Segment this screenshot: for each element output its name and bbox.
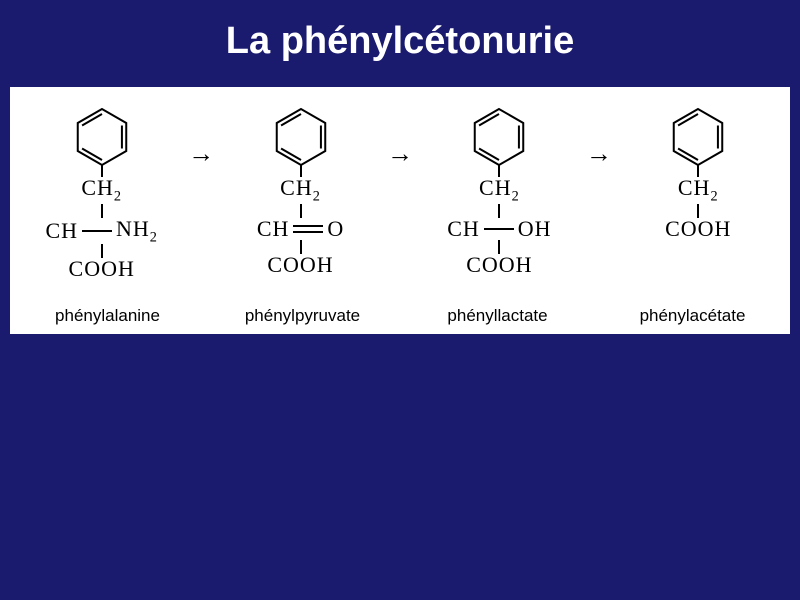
benzene-ring-icon (466, 105, 532, 177)
atom-left: COOH (267, 254, 333, 276)
molecule-phenylalanine: CH2CH NH2 COOH (27, 105, 177, 280)
atom-row: CH2 (479, 177, 520, 204)
molecule-label-phenyllactate: phényllactate (408, 302, 588, 334)
reaction-arrow-icon: → (584, 105, 614, 169)
atom-row: CH NH2 (45, 218, 158, 245)
molecule-label-phenylacetate: phénylacétate (603, 302, 783, 334)
reaction-arrow-icon: → (186, 105, 216, 169)
atom-row: CH2 (81, 177, 122, 204)
benzene-ring-icon (665, 105, 731, 177)
atom-row: COOH (69, 258, 135, 280)
atom-right: OH (518, 218, 552, 240)
bond-double (293, 224, 323, 234)
bond-single (484, 228, 514, 230)
reaction-arrow-icon: → (385, 105, 415, 169)
atom-left: CH (447, 218, 480, 240)
molecule-label-phenylalanine: phénylalanine (18, 302, 198, 334)
atom-row: CH O (257, 218, 344, 240)
atom-row: COOH (466, 254, 532, 276)
structure: CH2 COOH (665, 105, 731, 240)
benzene-ring-icon (69, 105, 135, 177)
atom-left: COOH (665, 218, 731, 240)
bond-vertical (300, 204, 302, 218)
page-title: La phénylcétonurie (0, 0, 800, 87)
bond-vertical (101, 204, 103, 218)
atom-left: COOH (69, 258, 135, 280)
atom-left: CH2 (280, 177, 321, 204)
atom-left: COOH (466, 254, 532, 276)
molecule-phenyllactate: CH2 CH OH COOH (424, 105, 574, 276)
atom-row: CH OH (447, 218, 551, 240)
molecule-label-phenylpyruvate: phénylpyruvate (213, 302, 393, 334)
atom-left: CH2 (81, 177, 122, 204)
bond-single (82, 230, 112, 232)
atom-row: COOH (665, 218, 731, 240)
atom-right: O (327, 218, 344, 240)
atom-left: CH2 (479, 177, 520, 204)
structure: CH2CH NH2 COOH (45, 105, 158, 280)
benzene-ring-icon (268, 105, 334, 177)
molecule-phenylpyruvate: CH2 CH O COOH (226, 105, 376, 276)
bond-vertical (498, 204, 500, 218)
atom-right: NH2 (116, 218, 158, 245)
atom-row: CH2 (678, 177, 719, 204)
labels-row: phénylalanine phénylpyruvate phényllactate… (10, 302, 790, 334)
molecule-phenylacetate: CH2 COOH (623, 105, 773, 240)
atom-row: CH2 (280, 177, 321, 204)
atom-left: CH (257, 218, 290, 240)
structure: CH2 CH O COOH (257, 105, 344, 276)
atom-left: CH2 (678, 177, 719, 204)
atom-row: COOH (267, 254, 333, 276)
reaction-diagram: CH2CHNH2COOH → CH2CHOCOOH → CH2CHOHCOOH … (10, 87, 790, 302)
atom-left: CH (45, 220, 78, 242)
structure: CH2 CH OH COOH (447, 105, 551, 276)
